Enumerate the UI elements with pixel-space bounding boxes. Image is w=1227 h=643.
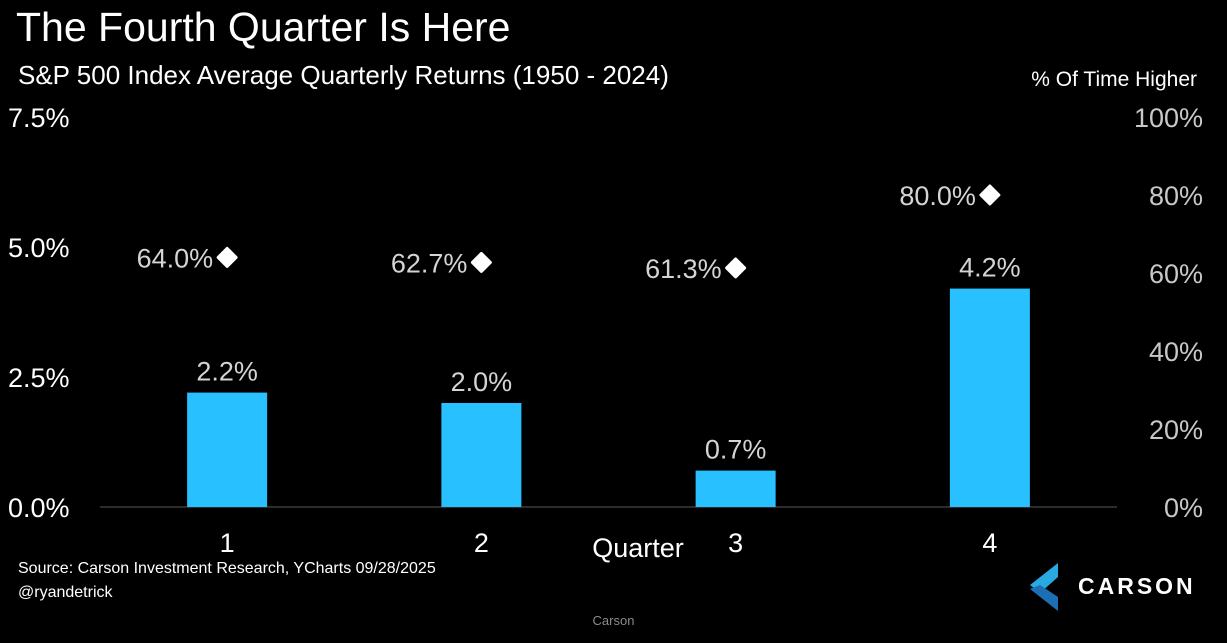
bar xyxy=(187,392,268,507)
right-axis-title: % Of Time Higher xyxy=(1031,68,1197,91)
bars-group: 2.2% 2.0% 0.7% 4.2% xyxy=(187,253,1030,507)
bar-value-label: 2.0% xyxy=(451,367,513,397)
left-axis: 0.0% 2.5% 5.0% 7.5% xyxy=(8,103,70,523)
left-axis-tick-label: 7.5% xyxy=(8,103,70,133)
marker-value-label: 62.7% xyxy=(391,248,468,278)
markers-group: 64.0% 62.7% 61.3% 80.0% xyxy=(137,181,1001,284)
carson-logo: CARSON xyxy=(1030,563,1210,611)
bar xyxy=(695,470,776,507)
left-axis-tick-label: 0.0% xyxy=(8,493,70,523)
percent-higher-marker xyxy=(725,257,747,279)
x-tick-label: 3 xyxy=(728,528,743,558)
carson-chevron-icon xyxy=(1030,563,1058,611)
left-axis-tick-label: 5.0% xyxy=(8,233,70,263)
bar-value-label: 0.7% xyxy=(705,435,767,465)
footer-watermark: Carson xyxy=(592,613,635,628)
marker-value-label: 80.0% xyxy=(899,181,976,211)
chart-title: The Fourth Quarter Is Here xyxy=(16,4,511,50)
author-handle: @ryandetrick xyxy=(18,584,113,601)
logo-text: CARSON xyxy=(1078,573,1196,599)
source-text: Source: Carson Investment Research, YCha… xyxy=(18,560,436,577)
right-axis-tick-label: 20% xyxy=(1149,415,1203,445)
x-tick-label: 2 xyxy=(474,528,489,558)
marker-value-label: 61.3% xyxy=(645,254,722,284)
source-note: Source: Carson Investment Research, YCha… xyxy=(18,557,436,605)
x-ticks: 1 2 3 4 xyxy=(220,528,998,558)
bar-value-label: 4.2% xyxy=(959,253,1021,283)
right-axis-tick-label: 100% xyxy=(1134,103,1203,133)
x-tick-label: 1 xyxy=(220,528,235,558)
percent-higher-marker xyxy=(470,251,492,273)
percent-higher-marker xyxy=(979,184,1001,206)
x-axis-title: Quarter xyxy=(592,533,684,563)
chart-subtitle: S&P 500 Index Average Quarterly Returns … xyxy=(18,60,669,90)
right-axis-tick-label: 80% xyxy=(1149,181,1203,211)
right-axis-tick-label: 40% xyxy=(1149,337,1203,367)
right-axis: % Of Time Higher 0% 20% 40% 60% 80% 100% xyxy=(1031,68,1203,523)
marker-value-label: 64.0% xyxy=(137,243,214,273)
bar xyxy=(949,288,1030,507)
bar-value-label: 2.2% xyxy=(196,357,258,387)
x-tick-label: 4 xyxy=(982,528,997,558)
right-axis-tick-label: 60% xyxy=(1149,259,1203,289)
percent-higher-marker xyxy=(216,246,238,268)
bar xyxy=(441,403,522,507)
left-axis-tick-label: 2.5% xyxy=(8,363,70,393)
right-axis-tick-label: 0% xyxy=(1164,493,1203,523)
